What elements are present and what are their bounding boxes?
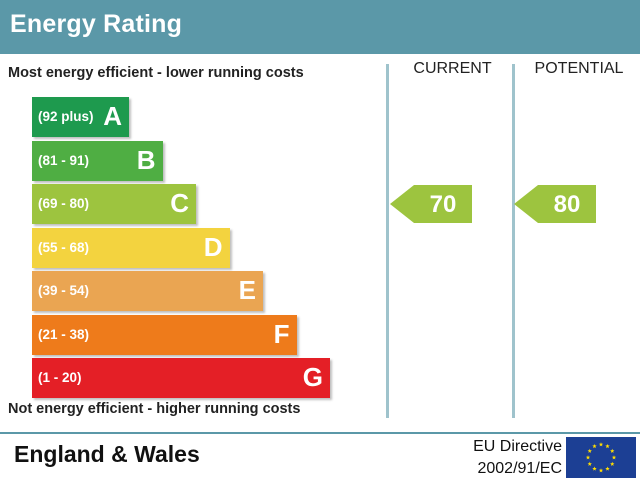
rating-band-g: (1 - 20) G [32,358,330,398]
band-range-label: (39 - 54) [38,283,90,298]
header-bar: Energy Rating [0,0,640,54]
current-column-header: CURRENT [413,60,492,77]
eu-star-icon [598,442,604,447]
rating-band-d: (55 - 68) D [32,227,230,268]
region-label: England & Wales [14,441,200,467]
band-range-label: (69 - 80) [38,196,90,211]
band-letter: F [273,318,290,349]
eu-star-icon [587,461,592,466]
eu-stars-icon [585,442,617,473]
potential-rating-value: 80 [553,191,581,218]
eu-directive-line-2: 2002/91/EC [477,460,562,477]
eu-directive-label: EU Directive 2002/91/EC [456,436,562,480]
band-range-label: (81 - 91) [38,152,90,168]
eu-star-icon [605,443,610,449]
eu-star-icon [605,466,610,471]
rating-band-a: (92 plus) A [32,97,129,137]
eu-star-icon [610,448,615,453]
band-letter: D [203,231,223,262]
column-divider-current [386,64,389,418]
eu-star-icon [587,448,592,453]
band-letter: B [136,144,156,175]
eu-star-icon [592,443,597,449]
band-range-label: (21 - 38) [38,326,90,342]
band-letter: E [238,275,256,305]
band-range-label: (92 plus) [38,109,94,124]
eu-star-icon [610,461,615,466]
eu-directive-line-1: EU Directive [473,438,562,455]
page-title: Energy Rating [10,10,183,38]
band-letter: G [302,362,323,392]
band-letter: C [170,188,189,218]
eu-flag-icon [566,437,636,478]
potential-rating-arrow: 80 [514,185,596,223]
eu-star-icon [611,455,617,460]
band-range-label: (1 - 20) [38,370,82,385]
rating-band-f: (21 - 38) F [32,314,297,355]
band-letter: A [103,101,122,131]
rating-band-c: (69 - 80) C [32,184,196,224]
eu-star-icon [592,466,597,471]
band-range-label: (55 - 68) [38,239,90,255]
eu-star-icon [598,468,604,473]
current-rating-arrow: 70 [390,185,472,223]
inefficient-note: Not energy efficient - higher running co… [8,401,301,417]
potential-column-header: POTENTIAL [534,60,624,77]
column-divider-potential [512,64,515,418]
efficient-note: Most energy efficient - lower running co… [8,65,304,81]
rating-band-e: (39 - 54) E [32,271,263,311]
rating-band-b: (81 - 91) B [32,140,163,181]
current-rating-value: 70 [429,191,457,218]
footer-divider [0,432,640,434]
eu-star-icon [585,455,591,460]
